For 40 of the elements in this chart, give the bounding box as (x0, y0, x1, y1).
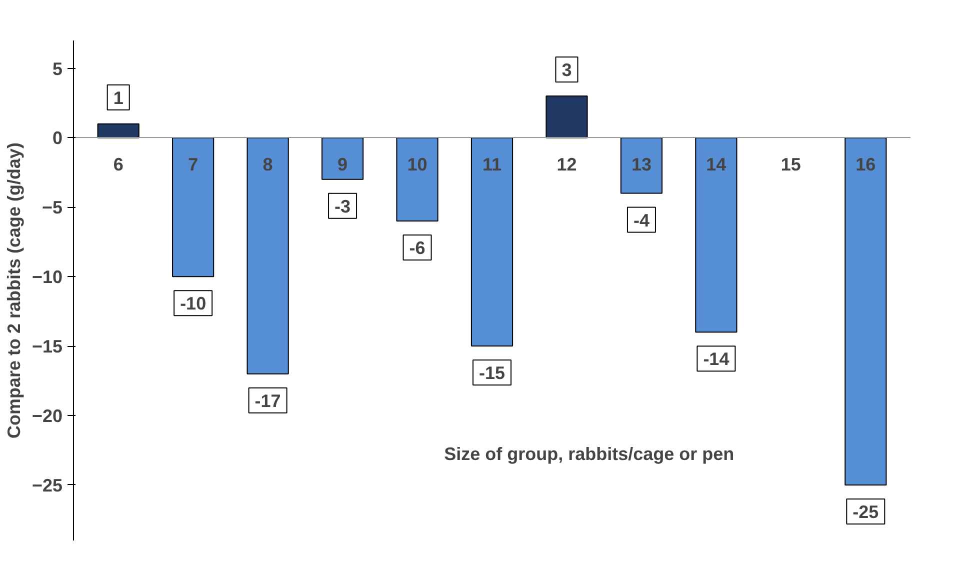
x-tick-label: 7 (188, 154, 198, 175)
data-label: 3 (562, 60, 572, 80)
x-axis-title: Size of group, rabbits/cage or pen (444, 444, 734, 464)
x-tick-label: 10 (407, 154, 428, 175)
x-tick-label: 8 (262, 154, 273, 175)
y-tick-label: −15 (32, 336, 63, 357)
data-label: -17 (254, 390, 281, 411)
bar (844, 137, 887, 486)
x-tick-label: 14 (706, 154, 726, 175)
bar (546, 96, 588, 138)
data-label: -25 (852, 502, 879, 522)
data-label: -14 (703, 349, 730, 370)
data-label: -10 (180, 294, 206, 314)
y-tick-label: −10 (32, 267, 63, 288)
x-tick-label: 13 (631, 154, 652, 175)
y-tick-label: −5 (42, 198, 63, 218)
y-tick-label: 0 (52, 128, 63, 148)
data-label: -3 (334, 196, 351, 216)
data-label: -15 (478, 363, 506, 384)
bar (97, 123, 140, 138)
data-label: -6 (409, 238, 426, 258)
bar (695, 137, 738, 333)
x-tick-label: 12 (556, 154, 577, 175)
y-axis-title: Compare to 2 rabbits (cage (g/day) (4, 142, 24, 439)
bar (396, 137, 438, 222)
x-tick-label: 11 (482, 154, 502, 175)
x-tick-label: 6 (113, 154, 124, 175)
bar (321, 137, 364, 180)
x-tick-label: 9 (338, 154, 348, 175)
y-tick-label: −25 (32, 475, 63, 496)
y-tick-label: 5 (52, 58, 63, 79)
data-label: 1 (113, 88, 124, 108)
x-tick-label: 16 (856, 154, 876, 175)
bar (470, 137, 514, 347)
bar (246, 137, 289, 374)
y-tick-label: −20 (32, 406, 63, 426)
data-label: -4 (633, 210, 650, 230)
bar (172, 137, 214, 278)
x-tick-label: 15 (780, 154, 801, 175)
bar (620, 137, 663, 194)
